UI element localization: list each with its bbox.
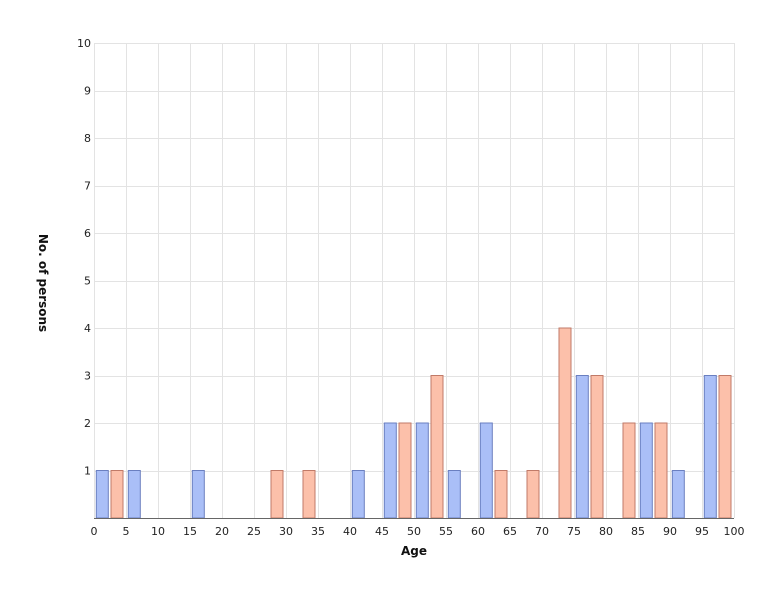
- y-tick-labels: 1 2 3 4 5 6 7 8 9 10: [77, 37, 91, 478]
- bar: [415, 422, 429, 519]
- bar: [398, 422, 412, 519]
- bar: [270, 470, 284, 519]
- bar: [351, 470, 365, 519]
- y-tick-label: 8: [84, 132, 91, 145]
- bar: [718, 375, 732, 519]
- x-tick-label: 40: [343, 525, 357, 538]
- x-tick-label: 30: [279, 525, 293, 538]
- x-tick-label: 5: [123, 525, 130, 538]
- x-tick-label: 90: [663, 525, 677, 538]
- x-tick-label: 100: [724, 525, 745, 538]
- y-tick-label: 4: [84, 322, 91, 335]
- x-tick-label: 65: [503, 525, 517, 538]
- y-tick-label: 9: [84, 85, 91, 98]
- y-axis-title: No. of persons: [36, 234, 50, 332]
- x-axis-title: Age: [401, 544, 427, 558]
- x-tick-label: 70: [535, 525, 549, 538]
- x-tick-label: 85: [631, 525, 645, 538]
- bar: [95, 470, 109, 519]
- bar: [494, 470, 508, 519]
- bar: [654, 422, 668, 519]
- x-tick-label: 25: [247, 525, 261, 538]
- bar: [430, 375, 444, 519]
- bar: [575, 375, 589, 519]
- bar: [639, 422, 653, 519]
- x-tick-label: 15: [183, 525, 197, 538]
- x-tick-label: 20: [215, 525, 229, 538]
- bar: [110, 470, 124, 519]
- x-tick-labels: 0 5 10 15 20 25 30 35 40 45 50 55 60 65 70 75 80 85 90 95 10…: [91, 525, 745, 538]
- y-tick-label: 1: [84, 465, 91, 478]
- x-tick-label: 10: [151, 525, 165, 538]
- bar: [479, 422, 493, 519]
- x-tick-label: 60: [471, 525, 485, 538]
- bar: [703, 375, 717, 519]
- x-tick-label: 50: [407, 525, 421, 538]
- grid-lines: [94, 43, 735, 518]
- x-tick-label: 0: [91, 525, 98, 538]
- y-tick-label: 5: [84, 275, 91, 288]
- x-tick-label: 95: [695, 525, 709, 538]
- x-tick-label: 35: [311, 525, 325, 538]
- bar: [671, 470, 685, 519]
- y-tick-label: 7: [84, 180, 91, 193]
- x-tick-label: 55: [439, 525, 453, 538]
- bar: [526, 470, 540, 519]
- x-tick-label: 75: [567, 525, 581, 538]
- bar: [622, 422, 636, 519]
- bar: [302, 470, 316, 519]
- bar: [447, 470, 461, 519]
- y-tick-label: 2: [84, 417, 91, 430]
- bars: [95, 327, 732, 519]
- x-tick-label: 80: [599, 525, 613, 538]
- bar: [383, 422, 397, 519]
- y-tick-label: 3: [84, 370, 91, 383]
- bar: [191, 470, 205, 519]
- bar: [558, 327, 572, 519]
- y-tick-label: 10: [77, 37, 91, 50]
- y-tick-label: 6: [84, 227, 91, 240]
- x-tick-label: 45: [375, 525, 389, 538]
- bar: [127, 470, 141, 519]
- bar: [590, 375, 604, 519]
